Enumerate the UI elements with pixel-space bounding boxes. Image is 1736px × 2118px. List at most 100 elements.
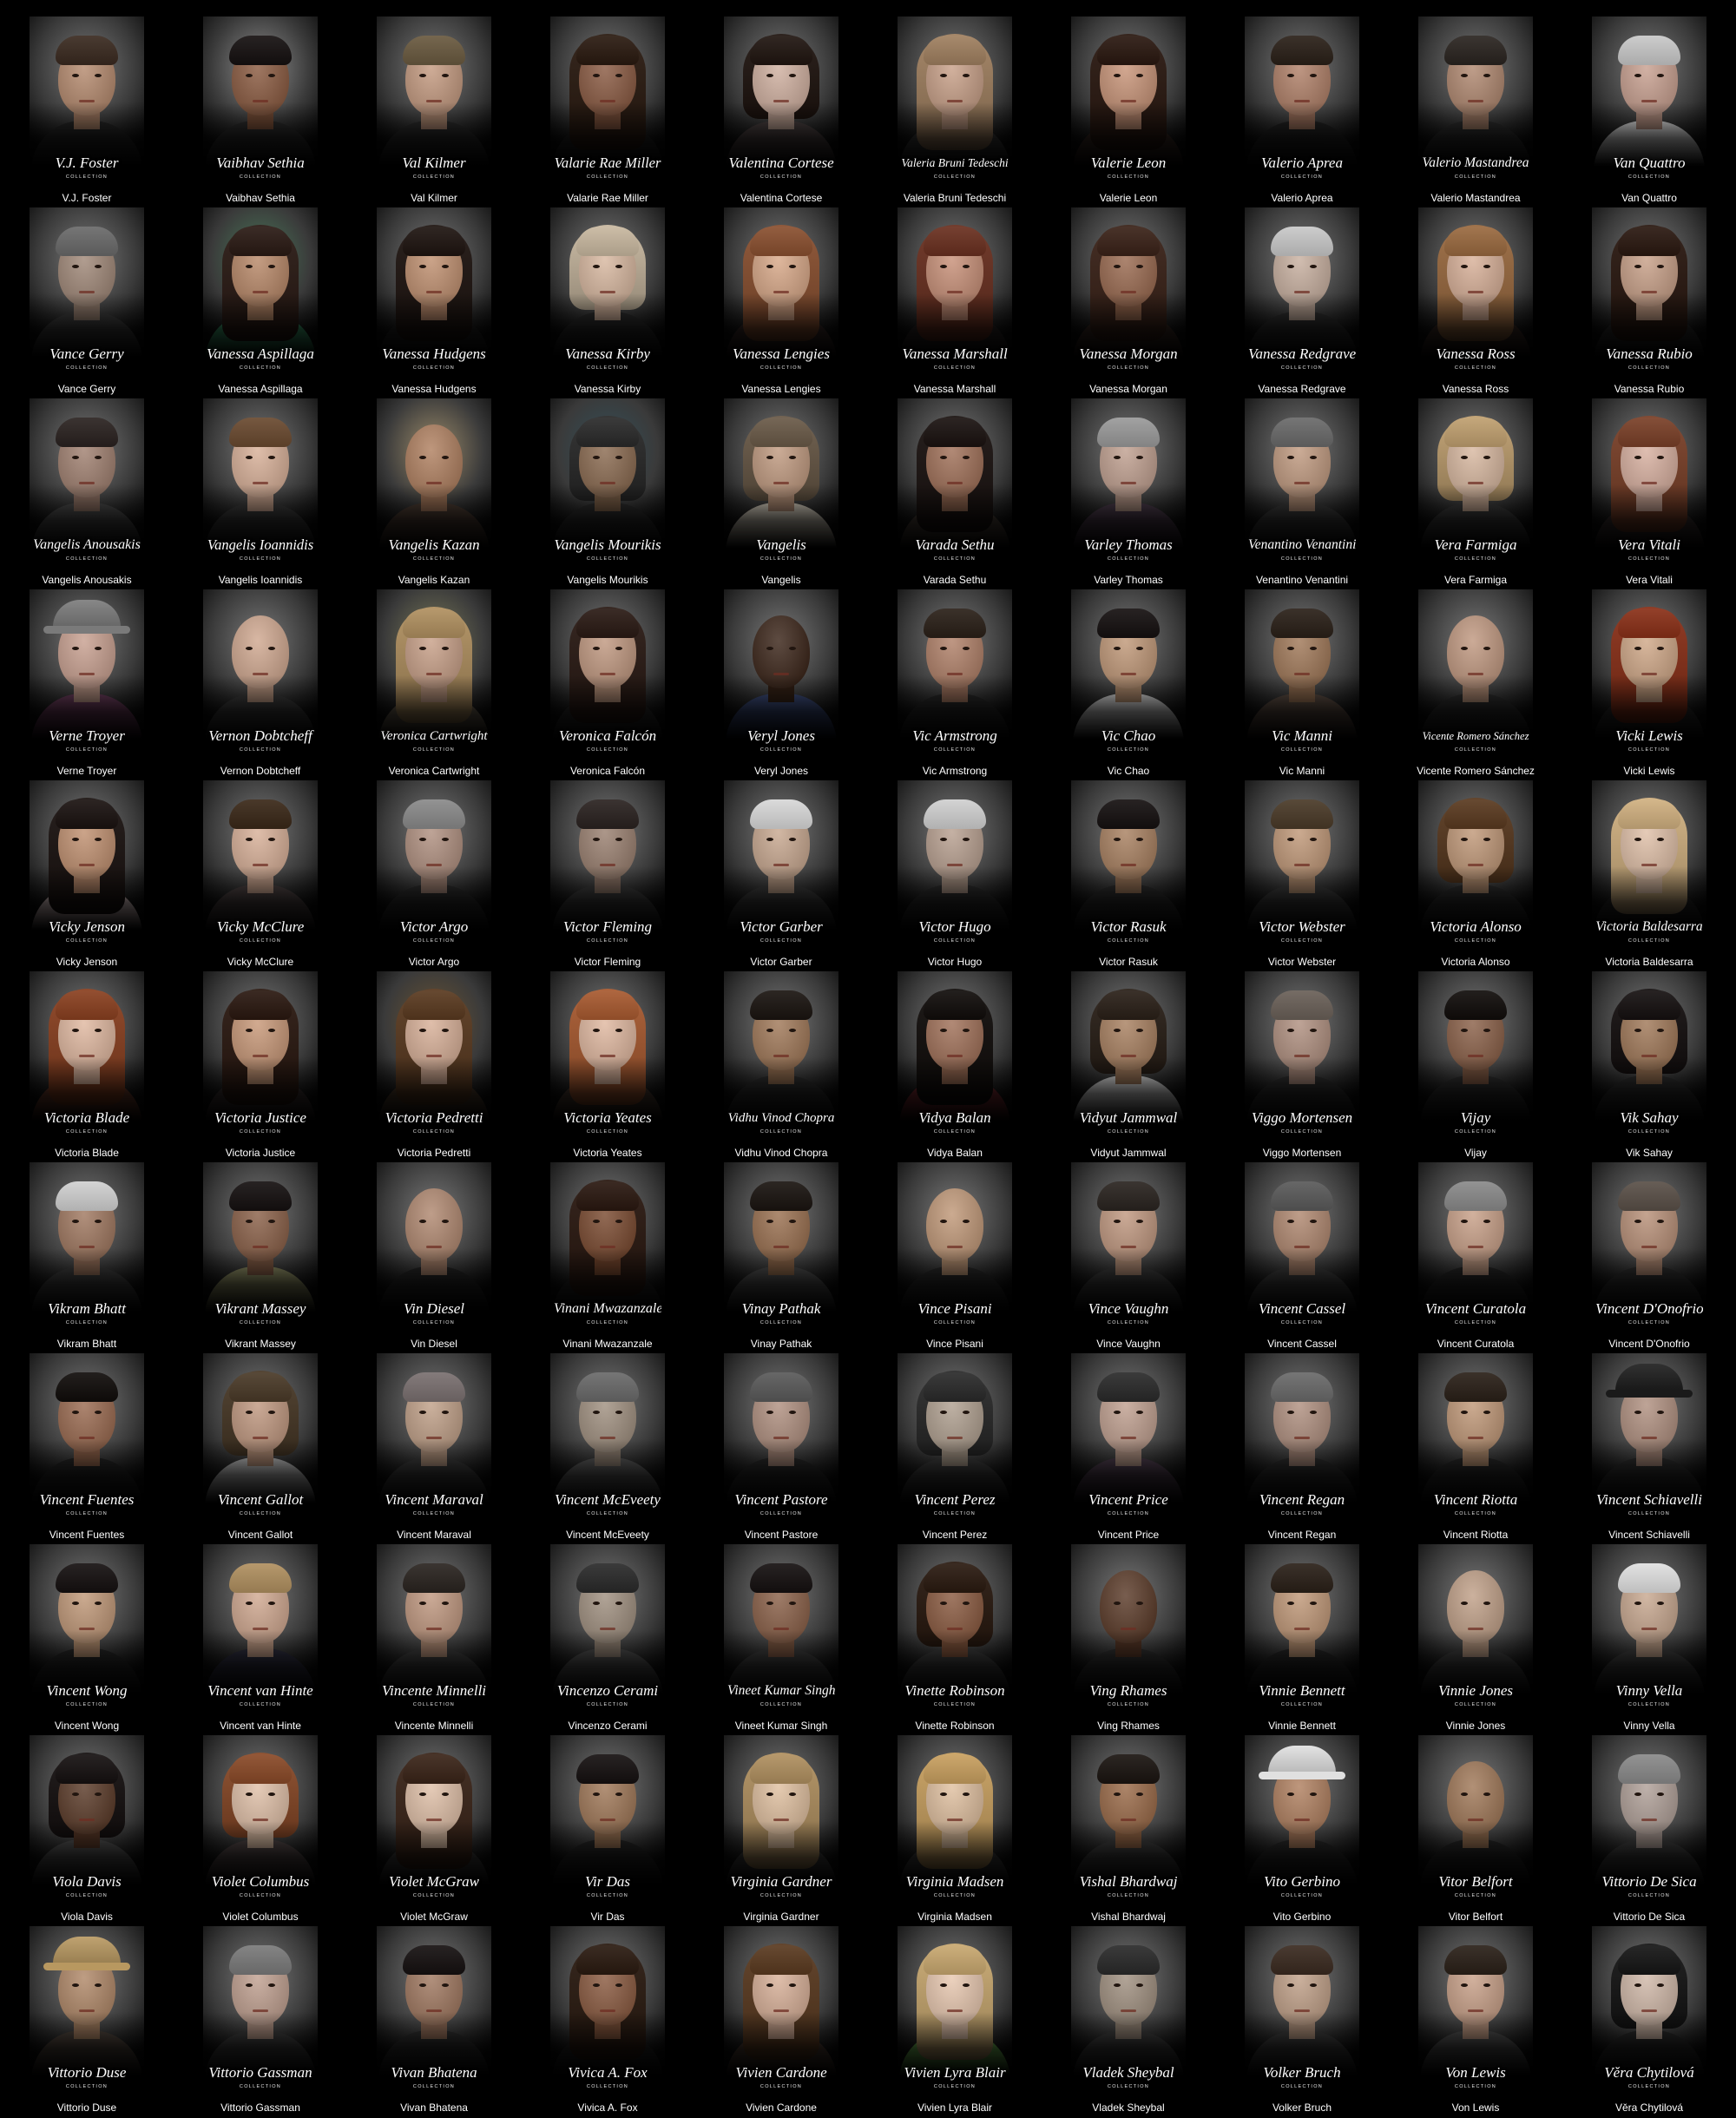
portrait-card[interactable]: Vinette Robinson COLLECTION — [898, 1544, 1012, 1716]
portrait-card[interactable]: Vance Gerry COLLECTION — [30, 207, 144, 379]
portrait-card[interactable]: Violet Columbus COLLECTION — [203, 1735, 318, 1907]
portrait-card[interactable]: Valerio Aprea COLLECTION — [1245, 16, 1359, 188]
portrait-card[interactable]: Vic Manni COLLECTION — [1245, 589, 1359, 761]
person-name-caption[interactable]: Vin Diesel — [411, 1338, 457, 1350]
portrait-card[interactable]: Vanessa Lengies COLLECTION — [724, 207, 838, 379]
portrait-card[interactable]: Vincenzo Cerami COLLECTION — [550, 1544, 665, 1716]
person-name-caption[interactable]: Vernon Dobtcheff — [220, 765, 301, 777]
portrait-card[interactable]: Valerio Mastandrea COLLECTION — [1418, 16, 1533, 188]
person-name-caption[interactable]: Vivien Cardone — [746, 2102, 817, 2114]
portrait-card[interactable]: Vera Vitali COLLECTION — [1592, 398, 1706, 570]
portrait-card[interactable]: Vicky McClure COLLECTION — [203, 780, 318, 952]
portrait-card[interactable]: Victoria Pedretti COLLECTION — [377, 971, 491, 1143]
person-name-caption[interactable]: Valentina Cortese — [740, 192, 823, 204]
person-name-caption[interactable]: Virginia Gardner — [743, 1911, 819, 1923]
person-name-caption[interactable]: Vijay — [1464, 1147, 1487, 1159]
person-name-caption[interactable]: Veronica Cartwright — [388, 765, 480, 777]
person-name-caption[interactable]: Vincent Regan — [1267, 1529, 1337, 1541]
portrait-card[interactable]: Victoria Baldesarra COLLECTION — [1592, 780, 1706, 952]
portrait-card[interactable]: Vincent van Hinte COLLECTION — [203, 1544, 318, 1716]
portrait-card[interactable]: Vijay COLLECTION — [1418, 971, 1533, 1143]
portrait-card[interactable]: Vangelis Ioannidis COLLECTION — [203, 398, 318, 570]
portrait-card[interactable]: Vanessa Ross COLLECTION — [1418, 207, 1533, 379]
portrait-card[interactable]: Vanessa Hudgens COLLECTION — [377, 207, 491, 379]
person-name-caption[interactable]: Vincent van Hinte — [220, 1720, 301, 1732]
person-name-caption[interactable]: Vidyut Jammwal — [1090, 1147, 1167, 1159]
person-name-caption[interactable]: Valarie Rae Miller — [567, 192, 648, 204]
person-name-caption[interactable]: Vicky McClure — [227, 956, 294, 968]
portrait-card[interactable]: Veryl Jones COLLECTION — [724, 589, 838, 761]
person-name-caption[interactable]: Vangelis Anousakis — [42, 574, 132, 586]
person-name-caption[interactable]: Vic Manni — [1279, 765, 1325, 777]
portrait-card[interactable]: Vik Sahay COLLECTION — [1592, 971, 1706, 1143]
person-name-caption[interactable]: Vito Gerbino — [1272, 1911, 1332, 1923]
portrait-card[interactable]: Victor Hugo COLLECTION — [898, 780, 1012, 952]
portrait-card[interactable]: Vince Vaughn COLLECTION — [1071, 1162, 1186, 1334]
portrait-card[interactable]: Valerie Leon COLLECTION — [1071, 16, 1186, 188]
person-name-caption[interactable]: Vincent Curatola — [1437, 1338, 1515, 1350]
person-name-caption[interactable]: Veronica Falcón — [569, 765, 646, 777]
portrait-card[interactable]: Vidhu Vinod Chopra COLLECTION — [724, 971, 838, 1143]
person-name-caption[interactable]: V.J. Foster — [62, 192, 112, 204]
portrait-card[interactable]: Verne Troyer COLLECTION — [30, 589, 144, 761]
person-name-caption[interactable]: Vanessa Rubio — [1614, 383, 1685, 395]
person-name-caption[interactable]: Vincent Gallot — [227, 1529, 293, 1541]
portrait-card[interactable]: Vinnie Jones COLLECTION — [1418, 1544, 1533, 1716]
portrait-card[interactable]: Vicky Jenson COLLECTION — [30, 780, 144, 952]
person-name-caption[interactable]: Victor Garber — [750, 956, 812, 968]
portrait-card[interactable]: Viggo Mortensen COLLECTION — [1245, 971, 1359, 1143]
person-name-caption[interactable]: Victoria Blade — [55, 1147, 119, 1159]
portrait-card[interactable]: Vincent Schiavelli COLLECTION — [1592, 1353, 1706, 1525]
person-name-caption[interactable]: Vinani Mwazanzale — [562, 1338, 653, 1350]
portrait-card[interactable]: Vito Gerbino COLLECTION — [1245, 1735, 1359, 1907]
portrait-card[interactable]: Vin Diesel COLLECTION — [377, 1162, 491, 1334]
person-name-caption[interactable]: Vincent Price — [1097, 1529, 1160, 1541]
person-name-caption[interactable]: Vincent Fuentes — [49, 1529, 125, 1541]
portrait-card[interactable]: Vittorio Duse COLLECTION — [30, 1926, 144, 2098]
person-name-caption[interactable]: Vik Sahay — [1626, 1147, 1673, 1159]
person-name-caption[interactable]: Vittorio Gassman — [220, 2102, 300, 2114]
portrait-card[interactable]: Valeria Bruni Tedeschi COLLECTION — [898, 16, 1012, 188]
person-name-caption[interactable]: Vangelis Mourikis — [567, 574, 648, 586]
person-name-caption[interactable]: Vicky Jenson — [56, 956, 118, 968]
person-name-caption[interactable]: Vincent Perez — [922, 1529, 988, 1541]
person-name-caption[interactable]: Valeria Bruni Tedeschi — [903, 192, 1007, 204]
portrait-card[interactable]: Vanessa Morgan COLLECTION — [1071, 207, 1186, 379]
person-name-caption[interactable]: Victoria Pedretti — [397, 1147, 471, 1159]
portrait-card[interactable]: Vittorio Gassman COLLECTION — [203, 1926, 318, 2098]
portrait-card[interactable]: Vernon Dobtcheff COLLECTION — [203, 589, 318, 761]
portrait-card[interactable]: Vinay Pathak COLLECTION — [724, 1162, 838, 1334]
person-name-caption[interactable]: Vaibhav Sethia — [226, 192, 295, 204]
person-name-caption[interactable]: Vanessa Aspillaga — [218, 383, 303, 395]
person-name-caption[interactable]: Victor Argo — [408, 956, 460, 968]
person-name-caption[interactable]: Victor Webster — [1267, 956, 1337, 968]
person-name-caption[interactable]: Vanessa Marshall — [913, 383, 996, 395]
person-name-caption[interactable]: Vincent Wong — [54, 1720, 120, 1732]
person-name-caption[interactable]: Valerie Leon — [1099, 192, 1158, 204]
person-name-caption[interactable]: Vinette Robinson — [915, 1720, 995, 1732]
person-name-caption[interactable]: Vincenzo Cerami — [568, 1720, 648, 1732]
person-name-caption[interactable]: Vangelis Ioannidis — [218, 574, 303, 586]
portrait-card[interactable]: Vikram Bhatt COLLECTION — [30, 1162, 144, 1334]
portrait-card[interactable]: Vincent Fuentes COLLECTION — [30, 1353, 144, 1525]
person-name-caption[interactable]: Vivan Bhatena — [400, 2102, 468, 2114]
person-name-caption[interactable]: Vittorio De Sica — [1613, 1911, 1686, 1923]
portrait-card[interactable]: Vera Farmiga COLLECTION — [1418, 398, 1533, 570]
person-name-caption[interactable]: Vincent Riotta — [1443, 1529, 1509, 1541]
portrait-card[interactable]: Victor Garber COLLECTION — [724, 780, 838, 952]
portrait-card[interactable]: Victor Argo COLLECTION — [377, 780, 491, 952]
person-name-caption[interactable]: Vikram Bhatt — [56, 1338, 117, 1350]
portrait-card[interactable]: Victoria Alonso COLLECTION — [1418, 780, 1533, 952]
person-name-caption[interactable]: Vanessa Kirby — [574, 383, 641, 395]
portrait-card[interactable]: Vangelis COLLECTION — [724, 398, 838, 570]
person-name-caption[interactable]: Victoria Baldesarra — [1605, 956, 1693, 968]
person-name-caption[interactable]: Vitor Belfort — [1448, 1911, 1503, 1923]
person-name-caption[interactable]: Vangelis — [761, 574, 801, 586]
person-name-caption[interactable]: Vince Pisani — [926, 1338, 983, 1350]
portrait-card[interactable]: Valarie Rae Miller COLLECTION — [550, 16, 665, 188]
portrait-card[interactable]: Vikrant Massey COLLECTION — [203, 1162, 318, 1334]
person-name-caption[interactable]: Vinny Vella — [1623, 1720, 1675, 1732]
portrait-card[interactable]: Vince Pisani COLLECTION — [898, 1162, 1012, 1334]
person-name-caption[interactable]: Vanessa Morgan — [1089, 383, 1167, 395]
person-name-caption[interactable]: Varada Sethu — [923, 574, 987, 586]
